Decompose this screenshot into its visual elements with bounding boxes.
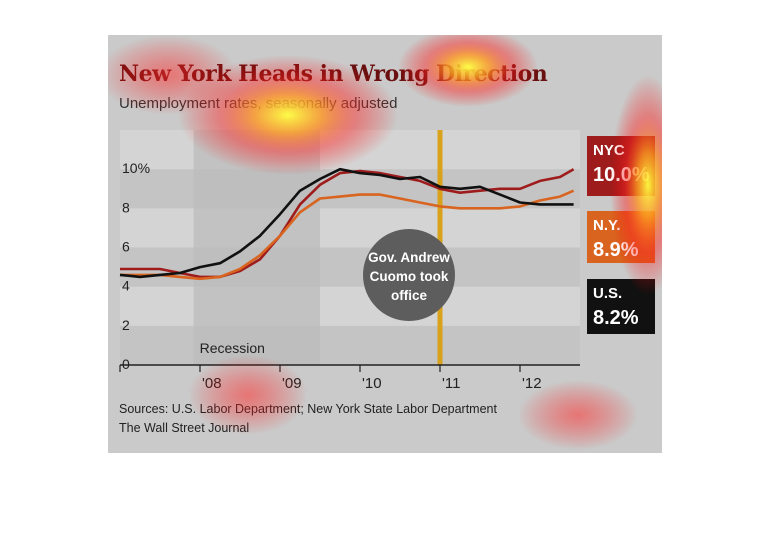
gridband <box>120 247 580 287</box>
y-tick-label: 10% <box>122 160 150 176</box>
gridband <box>120 130 580 170</box>
gridband <box>120 286 580 326</box>
chart-subtitle: Unemployment rates, seasonally adjusted <box>119 95 398 112</box>
publisher-line: The Wall Street Journal <box>119 421 250 435</box>
legend-ny-name: N.Y. <box>593 217 621 234</box>
annotation-text-line: Cuomo took <box>370 269 449 284</box>
annotation-text-line: office <box>391 288 427 303</box>
x-tick-label: '12 <box>522 375 542 392</box>
annotation-circle <box>363 229 455 321</box>
legend-us-name: U.S. <box>593 285 623 302</box>
x-axis: 2007'08'09'10'11'12 <box>119 364 580 392</box>
x-tick-label: '11 <box>442 375 460 392</box>
legend-nyc: NYC 10.0% <box>587 136 655 196</box>
legend-nyc-name: NYC <box>593 142 625 159</box>
legend-us: U.S. 8.2% <box>587 279 655 334</box>
legend-us-value: 8.2% <box>593 307 639 329</box>
y-tick-label: 0 <box>122 356 130 372</box>
recession-label: Recession <box>200 340 265 356</box>
chart-title: New York Heads in Wrong Direction <box>119 61 548 87</box>
x-tick-label: '08 <box>202 375 222 392</box>
recession-shade <box>193 130 320 365</box>
annotation-text-line: Gov. Andrew <box>368 250 450 265</box>
legend-nyc-value: 10.0% <box>593 164 650 186</box>
x-tick-label: '09 <box>282 375 302 392</box>
source-line: Sources: U.S. Labor Department; New York… <box>119 402 497 416</box>
background-bands <box>120 130 580 365</box>
y-tick-label: 2 <box>122 317 130 333</box>
y-axis: 0 2 4 6 8 10% <box>122 160 150 372</box>
x-tick-label: '10 <box>362 375 382 392</box>
y-tick-label: 8 <box>122 199 130 215</box>
gridband <box>120 325 580 365</box>
legend-ny-value: 8.9% <box>593 239 639 261</box>
legend-ny: N.Y. 8.9% <box>587 211 655 263</box>
gridband <box>120 208 580 248</box>
y-tick-label: 4 <box>122 278 130 294</box>
series-line-ny <box>120 189 575 281</box>
annotation-bubble: Gov. Andrew Cuomo took office <box>363 229 455 321</box>
y-tick-label: 6 <box>122 239 130 255</box>
